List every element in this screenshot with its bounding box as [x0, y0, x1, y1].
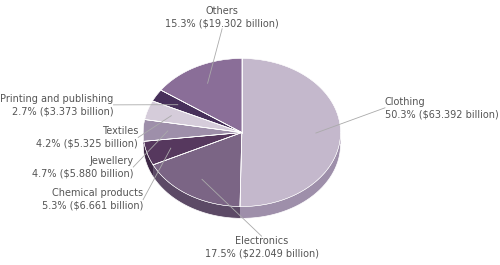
Text: Printing and publishing
2.7% ($3.373 billion): Printing and publishing 2.7% ($3.373 bil… [0, 94, 114, 116]
Text: Electronics
17.5% ($22.049 billion): Electronics 17.5% ($22.049 billion) [204, 236, 318, 259]
Polygon shape [144, 101, 242, 132]
Polygon shape [144, 141, 153, 177]
Text: Clothing
50.3% ($63.392 billion): Clothing 50.3% ($63.392 billion) [385, 97, 498, 119]
Polygon shape [153, 165, 240, 218]
Text: Jewellery
4.7% ($5.880 billion): Jewellery 4.7% ($5.880 billion) [32, 156, 134, 178]
Text: Chemical products
5.3% ($6.661 billion): Chemical products 5.3% ($6.661 billion) [42, 188, 143, 211]
Polygon shape [153, 132, 242, 206]
Polygon shape [240, 136, 340, 218]
Polygon shape [152, 90, 242, 132]
Polygon shape [143, 120, 242, 141]
Text: Textiles
4.2% ($5.325 billion): Textiles 4.2% ($5.325 billion) [36, 126, 138, 149]
Polygon shape [240, 59, 340, 206]
Polygon shape [144, 132, 242, 165]
Polygon shape [143, 133, 144, 153]
Polygon shape [161, 59, 242, 132]
Text: Others
15.3% ($19.302 billion): Others 15.3% ($19.302 billion) [165, 6, 279, 29]
